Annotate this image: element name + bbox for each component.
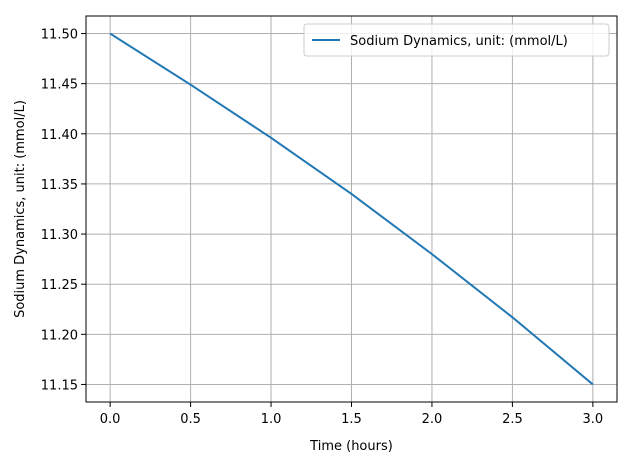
y-tick-label: 11.45 — [41, 78, 78, 93]
x-axis-label: Time (hours) — [309, 439, 393, 454]
legend: Sodium Dynamics, unit: (mmol/L) — [303, 23, 610, 57]
legend-box — [303, 23, 610, 57]
legend-label: Sodium Dynamics, unit: (mmol/L) — [350, 34, 568, 49]
x-tick-label: 1.5 — [341, 412, 362, 427]
grid-lines — [86, 16, 617, 402]
series-line — [109, 32, 594, 386]
x-tick-label: 0.5 — [180, 412, 201, 427]
x-tick-label: 2.5 — [502, 412, 523, 427]
x-tick-label: 2.0 — [422, 412, 443, 427]
y-tick-label: 11.15 — [41, 378, 78, 393]
y-tick-label: 11.30 — [41, 228, 78, 243]
y-axis-label: Sodium Dynamics, unit: (mmol/L) — [13, 100, 28, 318]
y-tick-label: 11.35 — [41, 178, 78, 193]
series-layer — [109, 32, 594, 386]
y-tick-label: 11.40 — [41, 128, 78, 143]
y-tick-label: 11.25 — [41, 278, 78, 293]
y-axis-ticks: 11.15 11.20 11.25 11.30 11.35 11.40 11.45 11.50 — [41, 28, 86, 393]
x-tick-label: 3.0 — [583, 412, 604, 427]
y-tick-label: 11.20 — [41, 328, 78, 343]
x-tick-label: 1.0 — [261, 412, 282, 427]
x-tick-label: 0.0 — [100, 412, 121, 427]
x-axis-ticks: 0.0 0.5 1.0 1.5 2.0 2.5 3.0 — [100, 402, 603, 427]
y-tick-label: 11.50 — [41, 28, 78, 43]
